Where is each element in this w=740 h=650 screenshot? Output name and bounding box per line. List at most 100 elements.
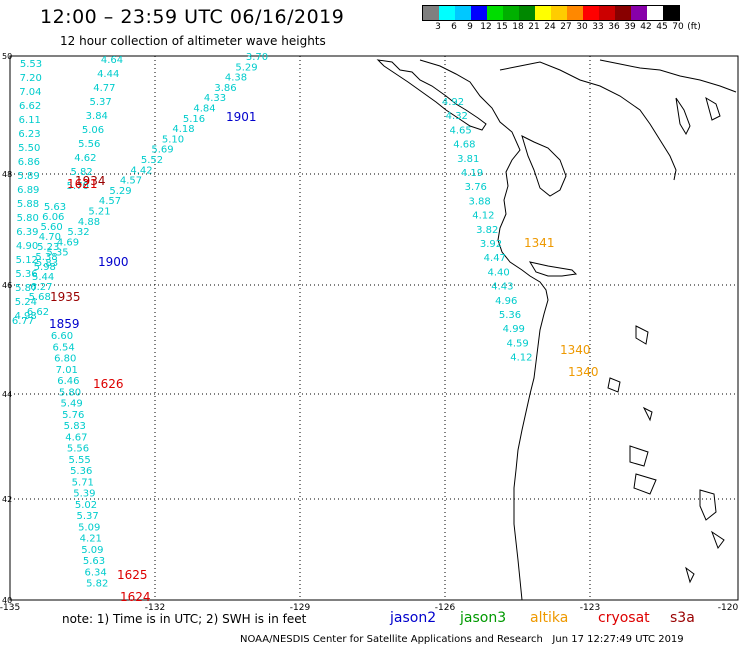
washington-lake-1 — [675, 97, 691, 136]
wave-height-value: 4.12 — [472, 211, 494, 222]
wave-height-value: 6.62 — [19, 101, 41, 112]
wave-height-value: 5.29 — [109, 186, 131, 197]
inland-waters — [499, 61, 677, 181]
wave-height-value: 5.24 — [15, 297, 37, 308]
map-title: 12:00 – 23:59 UTC 06/16/2019 — [40, 6, 345, 28]
wave-height-value: 5.68 — [29, 292, 51, 303]
colorbar-label: 15 — [496, 22, 508, 32]
wave-height-value: 3.88 — [468, 196, 490, 207]
wave-height-value: 5.02 — [75, 500, 97, 511]
colorbar-swatch — [551, 6, 567, 20]
pass-time-label: 1340 — [560, 343, 591, 357]
wave-height-value: 3.70 — [246, 52, 268, 63]
colorbar-label: 12 — [480, 22, 492, 32]
wave-height-value: 5.69 — [151, 145, 173, 156]
units-note: note: 1) Time is in UTC; 2) SWH is in fe… — [62, 612, 307, 626]
wave-height-value: 6.34 — [84, 567, 106, 578]
wave-height-value: 4.65 — [449, 125, 471, 136]
wave-height-value: 7.04 — [19, 87, 41, 98]
wave-height-value: 4.99 — [503, 324, 525, 335]
longitude-label: -123 — [580, 603, 600, 613]
pass-time-label: 1900 — [98, 255, 129, 269]
pass-time-label: 1625 — [117, 568, 148, 582]
wave-height-value: 3.84 — [86, 111, 108, 122]
colorbar-swatch — [519, 6, 535, 20]
lat-lon-grid: 50 48 46 44 42 40-135 -132 -129 -126 -123 -120 — [0, 52, 738, 613]
colorbar-label: 39 — [624, 22, 636, 32]
wave-height-value: 5.80 — [59, 387, 81, 398]
wave-height-value: 5.83 — [64, 421, 86, 432]
wave-height-value: 5.82 — [86, 579, 108, 590]
wave-height-value: 4.98 — [14, 311, 36, 322]
wave-height-value: 5.52 — [141, 155, 163, 166]
wave-height-value: 5.55 — [68, 455, 90, 466]
wave-height-value: 4.64 — [101, 55, 123, 66]
longitude-label: -126 — [435, 603, 456, 613]
wave-height-value: 7.20 — [20, 73, 42, 84]
latitude-label: 42 — [2, 495, 12, 504]
columbia-river-coast — [528, 261, 578, 277]
wave-height-value: 3.86 — [214, 83, 236, 94]
wave-height-value: 5.10 — [162, 134, 184, 145]
legend-cryosat: cryosat — [598, 610, 650, 626]
california-lake-3 — [699, 489, 717, 521]
wave-height-value: 5.12 — [16, 255, 38, 266]
colorbar-label: 18 — [512, 22, 524, 32]
colorbar-label: 33 — [592, 22, 604, 32]
wave-height-value: 4.18 — [172, 124, 194, 135]
wave-height-value: 5.80 — [17, 213, 39, 224]
colorbar-label: 9 — [467, 22, 473, 32]
colorbar-swatch — [631, 6, 647, 20]
wave-height-value: 3.76 — [465, 182, 487, 193]
wave-height-value: 5.16 — [183, 114, 205, 125]
wave-height-value: 4.88 — [78, 217, 100, 228]
wave-height-value: 5.89 — [17, 171, 39, 182]
longitude-label: -132 — [145, 603, 165, 613]
pass-time-label: 1340 — [568, 365, 599, 379]
wave-height-value: 5.76 — [62, 410, 84, 421]
colorbar-swatch — [471, 6, 487, 20]
colorbar-label: 42 — [640, 22, 652, 32]
latitude-label: 40 — [2, 596, 12, 605]
colorbar-swatch — [647, 6, 663, 20]
colorbar-swatch — [503, 6, 519, 20]
california-lake-2 — [633, 473, 657, 495]
wave-height-value: 4.57 — [99, 196, 121, 207]
colorbar-label: 27 — [560, 22, 572, 32]
wave-height-value: 6.46 — [57, 376, 79, 387]
oregon-lake-3 — [642, 406, 653, 422]
legend-s3a: s3a — [670, 610, 695, 626]
wave-height-value: 5.88 — [17, 199, 39, 210]
colorbar-label: 30 — [576, 22, 588, 32]
california-lake-5 — [685, 566, 695, 584]
wave-height-value: 5.53 — [20, 59, 42, 70]
wave-height-value: 5.63 — [83, 556, 105, 567]
pass-time-label: 1341 — [524, 236, 555, 250]
wave-height-value: 5.36 — [70, 466, 92, 477]
wave-height-value: 5.44 — [32, 272, 54, 283]
wave-height-value: 5.37 — [89, 97, 111, 108]
wave-height-value: 4.47 — [484, 253, 506, 264]
vancouver-island-coast — [376, 59, 487, 131]
washington-lake-2 — [705, 96, 721, 121]
wave-height-value: 5.82 — [70, 167, 92, 178]
altimeter-tracks: 3.705.294.383.864.334.845.164.185.105.69… — [12, 52, 599, 604]
wave-height-colorbar — [422, 5, 680, 21]
credit-line: NOAA/NESDIS Center for Satellite Applica… — [240, 634, 684, 645]
colorbar-swatch — [663, 6, 679, 20]
colorbar-label: 70 — [672, 22, 684, 32]
wave-height-value: 6.54 — [52, 342, 74, 353]
bc-coast-north — [599, 59, 737, 93]
colorbar-swatch — [599, 6, 615, 20]
coastline — [376, 59, 737, 601]
pass-time-label: 1859 — [49, 317, 80, 331]
longitude-label: -129 — [290, 603, 311, 613]
colorbar-label: 3 — [435, 22, 441, 32]
wave-height-value: 4.19 — [461, 168, 483, 179]
map-subtitle: 12 hour collection of altimeter wave hei… — [60, 34, 326, 48]
colorbar-swatch — [615, 6, 631, 20]
wave-height-value: 6.86 — [18, 157, 40, 168]
wave-height-value: 5.06 — [82, 125, 104, 136]
wave-height-value: 4.84 — [193, 104, 215, 115]
wave-height-value: 5.50 — [18, 143, 40, 154]
